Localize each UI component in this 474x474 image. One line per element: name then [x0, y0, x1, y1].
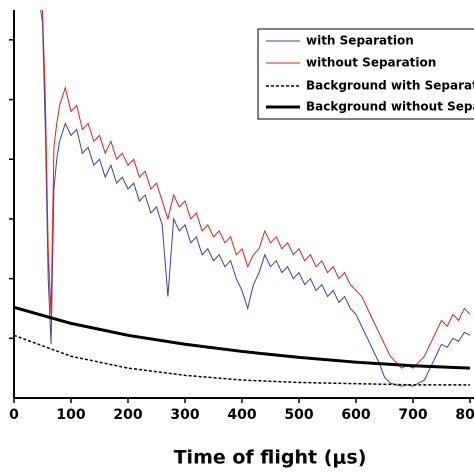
plot-area — [14, 10, 471, 387]
series-line — [14, 305, 471, 370]
x-tick-label: 100 — [56, 407, 85, 423]
legend-label: without Separation — [306, 56, 436, 70]
series-line — [14, 334, 471, 386]
legend-label: with Separation — [306, 34, 414, 48]
legend-box — [257, 28, 474, 120]
x-tick-label: 500 — [284, 407, 313, 423]
x-tick-label: 600 — [341, 407, 370, 423]
x-tick-label: 300 — [170, 407, 199, 423]
x-tick-label: 0 — [9, 407, 19, 423]
series-line — [41, 10, 471, 369]
legend-label: Background with Separation — [306, 79, 474, 93]
x-tick-label: 800 — [455, 407, 474, 423]
legend-label: Background without Separation — [306, 100, 474, 114]
x-tick-label: 400 — [227, 407, 256, 423]
x-tick-label: 700 — [398, 407, 427, 423]
x-tick-label: 200 — [113, 407, 142, 423]
x-axis-label: Time of flight (μs) — [174, 447, 367, 469]
